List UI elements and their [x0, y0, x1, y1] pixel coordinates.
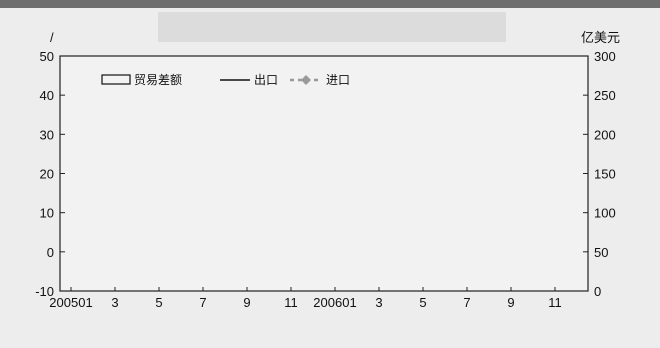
left-axis-unit: /	[50, 30, 54, 45]
x-axis-tick-label: 5	[155, 295, 162, 310]
left-axis-tick-label: 40	[40, 88, 54, 103]
caption-strip	[158, 12, 506, 42]
right-axis-tick-label: 300	[594, 49, 616, 64]
right-axis-tick-label: 100	[594, 206, 616, 221]
x-axis-tick-label: 9	[243, 295, 250, 310]
x-axis-tick-label: 7	[199, 295, 206, 310]
left-axis-tick-label: 10	[40, 206, 54, 221]
x-axis-tick-label: 7	[463, 295, 470, 310]
x-axis-tick-label: 5	[419, 295, 426, 310]
x-axis-tick-label: 3	[375, 295, 382, 310]
left-axis-tick-label: 30	[40, 127, 54, 142]
top-bar	[0, 0, 660, 8]
x-axis-tick-label: 3	[111, 295, 118, 310]
legend-import-marker	[301, 75, 311, 85]
left-axis-tick-label: 20	[40, 167, 54, 182]
left-axis-tick-label: -10	[35, 284, 54, 299]
legend-import-label: 进口	[326, 73, 350, 87]
legend-bar-label: 贸易差额	[134, 73, 182, 87]
legend-bar-swatch	[101, 74, 131, 85]
x-axis-tick-label: 200601	[313, 295, 356, 310]
legend: 贸易差额 出口 进口	[101, 73, 350, 87]
right-axis-tick-label: 150	[594, 167, 616, 182]
right-axis-tick-label: 50	[594, 245, 608, 260]
left-axis: 50 40 30 20 10 0 -10	[35, 49, 65, 299]
left-axis-tick-label: 0	[47, 245, 54, 260]
right-axis-tick-label: 250	[594, 88, 616, 103]
x-axis-tick-label: 11	[548, 295, 562, 310]
right-axis: 300 250 200 150 100 50 0	[583, 49, 616, 299]
right-axis-tick-label: 200	[594, 127, 616, 142]
legend-export-label: 出口	[254, 73, 278, 87]
right-axis-unit: 亿美元	[581, 30, 620, 45]
right-axis-tick-label: 0	[594, 284, 601, 299]
plot-area	[59, 55, 589, 292]
x-axis-tick-label: 9	[507, 295, 514, 310]
left-axis-tick-label: 50	[40, 49, 54, 64]
x-axis-tick-label: 200501	[49, 295, 92, 310]
x-axis: 200501 3 5 7 9 11 200601 3 5 7 9 11	[49, 287, 562, 310]
x-axis-tick-label: 11	[284, 295, 298, 310]
